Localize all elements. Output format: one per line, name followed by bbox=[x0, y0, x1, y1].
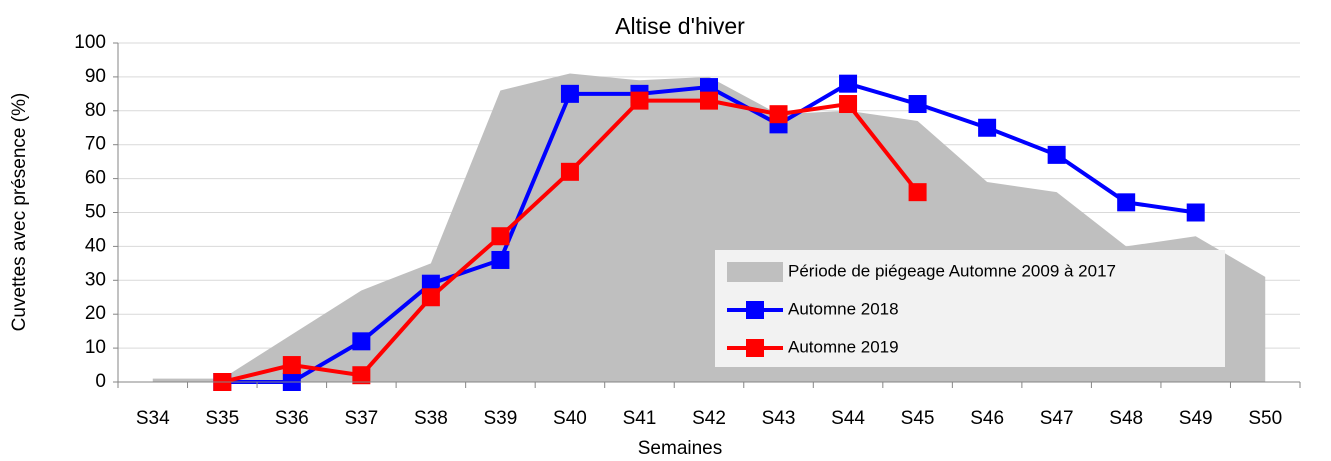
legend-marker bbox=[746, 339, 764, 357]
marker bbox=[282, 356, 301, 375]
x-tick-label: S38 bbox=[414, 408, 448, 429]
y-tick-label: 70 bbox=[85, 134, 106, 155]
marker bbox=[839, 95, 858, 114]
x-tick-label: S45 bbox=[901, 408, 935, 429]
marker bbox=[491, 227, 510, 246]
marker bbox=[1047, 145, 1066, 164]
marker bbox=[491, 250, 510, 269]
x-axis-label: Semaines bbox=[638, 438, 723, 459]
x-tick-label: S46 bbox=[970, 408, 1004, 429]
marker bbox=[352, 366, 371, 385]
marker bbox=[421, 288, 440, 307]
marker bbox=[560, 162, 579, 181]
marker bbox=[1117, 193, 1136, 212]
y-tick-label: 20 bbox=[85, 303, 106, 324]
marker bbox=[421, 274, 440, 293]
x-tick-label: S43 bbox=[762, 408, 796, 429]
y-axis-label: Cuvettes avec présence (%) bbox=[9, 93, 30, 332]
y-tick-label: 100 bbox=[74, 32, 106, 53]
marker bbox=[352, 332, 371, 351]
x-tick-label: S47 bbox=[1040, 408, 1074, 429]
y-tick-label: 60 bbox=[85, 168, 106, 189]
y-tick-label: 90 bbox=[85, 66, 106, 87]
marker bbox=[769, 105, 788, 124]
legend-label: Automne 2018 bbox=[788, 299, 899, 318]
marker bbox=[560, 84, 579, 103]
x-tick-label: S39 bbox=[484, 408, 518, 429]
y-tick-label: 50 bbox=[85, 202, 106, 223]
marker bbox=[839, 74, 858, 93]
x-tick-label: S48 bbox=[1109, 408, 1143, 429]
x-tick-label: S35 bbox=[205, 408, 239, 429]
x-tick-label: S36 bbox=[275, 408, 309, 429]
y-tick-label: 30 bbox=[85, 269, 106, 290]
x-tick-label: S37 bbox=[344, 408, 378, 429]
y-tick-label: 80 bbox=[85, 100, 106, 121]
legend: Période de piégeage Automne 2009 à 2017 A… bbox=[715, 250, 1225, 367]
legend-label: Période de piégeage Automne 2009 à 2017 bbox=[788, 261, 1116, 280]
marker bbox=[700, 91, 718, 110]
legend-label: Automne 2019 bbox=[788, 337, 899, 356]
x-tick-label: S40 bbox=[553, 408, 587, 429]
legend-swatch bbox=[727, 262, 783, 282]
marker bbox=[630, 91, 649, 110]
x-tick-label: S49 bbox=[1179, 408, 1213, 429]
x-tick-label: S42 bbox=[692, 408, 726, 429]
x-tick-label: S34 bbox=[136, 408, 170, 429]
x-tick-label: S44 bbox=[831, 408, 865, 429]
marker bbox=[908, 183, 927, 202]
x-tick-label: S41 bbox=[623, 408, 657, 429]
marker bbox=[1186, 203, 1205, 222]
legend-marker bbox=[746, 301, 764, 319]
marker bbox=[700, 78, 718, 97]
marker bbox=[978, 118, 997, 137]
marker bbox=[908, 95, 927, 114]
legend-box bbox=[715, 250, 1225, 367]
x-tick-label: S50 bbox=[1248, 408, 1282, 429]
y-tick-label: 10 bbox=[85, 337, 106, 358]
y-tick-label: 0 bbox=[95, 371, 106, 392]
y-tick-label: 40 bbox=[85, 235, 106, 256]
chart-title: Altise d'hiver bbox=[615, 13, 745, 39]
